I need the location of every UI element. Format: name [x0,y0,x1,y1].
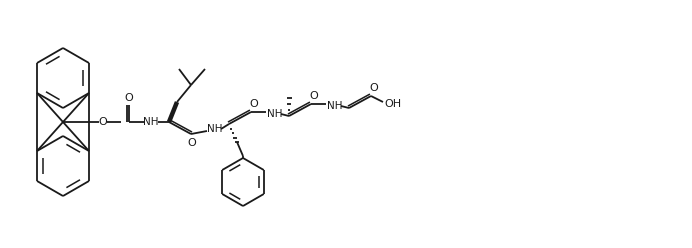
Text: O: O [309,91,318,101]
Text: NH: NH [143,117,158,127]
Text: O: O [99,117,107,127]
Text: O: O [125,93,134,103]
Text: NH: NH [267,109,283,119]
Text: O: O [370,83,379,93]
Text: NH: NH [327,101,343,111]
Text: OH: OH [385,99,401,109]
Text: NH: NH [207,124,223,134]
Text: O: O [250,99,258,109]
Text: O: O [188,138,197,148]
